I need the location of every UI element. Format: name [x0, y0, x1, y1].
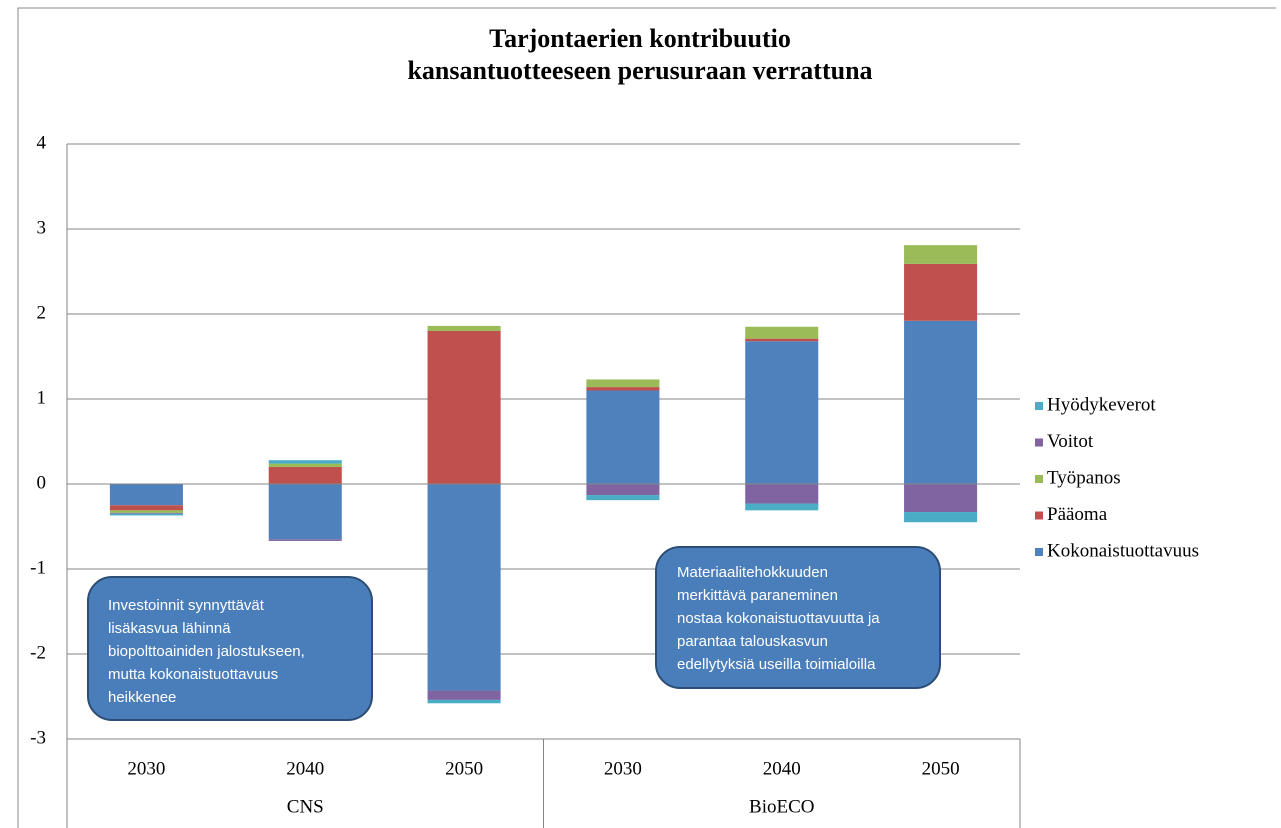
annotation-text: mutta kokonaistuottavuus	[108, 666, 278, 683]
bar-segment	[745, 326, 819, 339]
y-tick-label: -3	[30, 727, 46, 748]
bar-segment	[109, 510, 183, 513]
chart-title: kansantuotteeseen perusuraan verrattuna	[407, 56, 872, 85]
x-tick-label: 2050	[922, 758, 960, 779]
bar-segment	[109, 484, 183, 506]
frame	[17, 7, 1276, 828]
bar-segment	[586, 495, 660, 501]
x-tick-label: 2030	[127, 758, 165, 779]
annotation-text: heikkenee	[108, 689, 176, 706]
annotation-box	[655, 546, 941, 689]
bar-segment	[427, 699, 501, 704]
y-tick-label: 2	[37, 302, 47, 323]
bar-segment	[268, 539, 342, 541]
legend-swatch	[1035, 475, 1043, 483]
bar-segment	[109, 505, 183, 511]
legend-swatch	[1035, 402, 1043, 410]
bar-segment	[904, 512, 978, 523]
legend-swatch	[1035, 438, 1043, 447]
bar-segment	[904, 320, 978, 484]
annotation-text: parantaa talouskasvun	[677, 633, 828, 650]
bar-segment	[586, 379, 660, 388]
y-tick-label: 0	[37, 472, 47, 493]
bar-segment	[904, 245, 978, 264]
legend-swatch	[1035, 548, 1043, 556]
annotation-text: edellytyksiä useilla toimialoilla	[677, 656, 876, 673]
bar-segment	[745, 341, 819, 484]
bar-segment	[745, 338, 819, 342]
bar-segment	[586, 387, 660, 391]
annotation-text: Investoinnit synnyttävät	[108, 597, 265, 614]
y-tick-label: -2	[30, 642, 46, 663]
legend-label: Hyödykeverot	[1047, 394, 1156, 415]
group-label: BioECO	[749, 796, 814, 817]
bar-segment	[427, 331, 501, 484]
bar-segment	[268, 484, 342, 540]
legend-label: Työpanos	[1047, 467, 1121, 488]
bar-segment	[745, 484, 819, 504]
bar-segment	[427, 690, 501, 700]
bar-segment	[586, 484, 660, 496]
annotation-text: Materiaalitehokkuuden	[677, 564, 828, 581]
x-tick-label: 2040	[763, 758, 801, 779]
annotation-text: lisäkasvua lähinnä	[108, 620, 231, 637]
bar-segment	[904, 484, 978, 513]
legend-swatch	[1035, 511, 1043, 520]
bar-segment	[109, 512, 183, 514]
chart-title: Tarjontaerien kontribuutio	[489, 24, 791, 53]
bar-segment	[745, 503, 819, 511]
x-tick-label: 2030	[604, 758, 642, 779]
x-tick-label: 2050	[445, 758, 483, 779]
bar-segment	[109, 513, 183, 516]
y-tick-label: 4	[37, 132, 47, 153]
bar-segment	[427, 325, 501, 331]
bar-segment	[268, 460, 342, 464]
legend-label: Pääoma	[1047, 504, 1108, 525]
x-tick-label: 2040	[286, 758, 324, 779]
bar-segment	[268, 467, 342, 484]
group-label: CNS	[287, 796, 324, 817]
y-tick-label: 1	[37, 387, 47, 408]
bar-segment	[427, 484, 501, 691]
legend-label: Voitot	[1047, 431, 1094, 452]
annotation-text: merkittävä paraneminen	[677, 587, 838, 604]
bar-segment	[586, 390, 660, 484]
annotation-text: biopolttoainiden jalostukseen,	[108, 643, 305, 660]
legend-label: Kokonaistuottavuus	[1047, 540, 1199, 561]
y-tick-label: 3	[37, 217, 47, 238]
bar-segment	[904, 263, 978, 321]
annotation-text: nostaa kokonaistuottavuutta ja	[677, 610, 880, 627]
y-tick-label: -1	[30, 557, 46, 578]
annotation-box	[87, 576, 373, 721]
bar-segment	[268, 463, 342, 467]
